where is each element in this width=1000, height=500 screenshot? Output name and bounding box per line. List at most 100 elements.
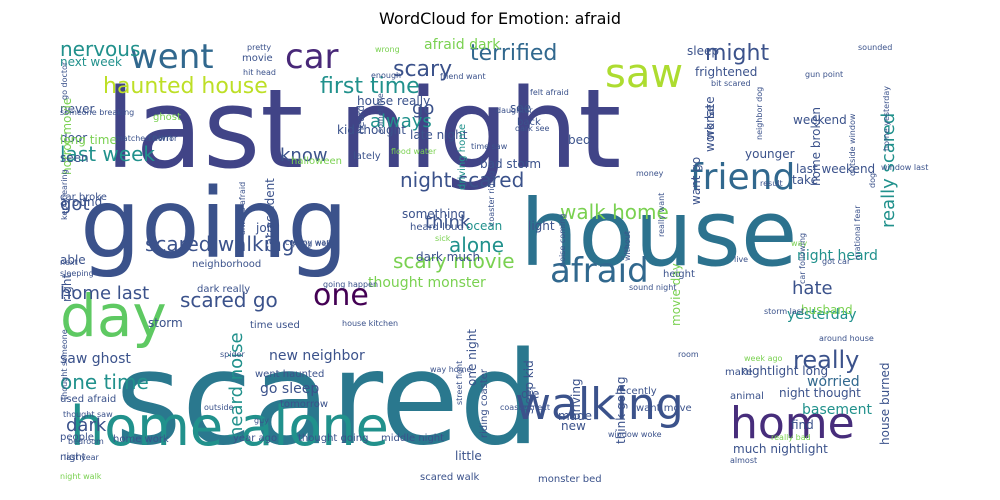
word-used-afraid: used afraid xyxy=(60,394,116,405)
word-worse: worse xyxy=(703,104,717,140)
word-never: never xyxy=(60,102,94,116)
word-go-sleep: go sleep xyxy=(260,381,319,397)
word-door: door xyxy=(60,131,87,145)
word-husband: husband xyxy=(801,303,853,317)
word-home: home xyxy=(730,398,855,449)
word-really-want: really want xyxy=(657,193,666,237)
word-last-night: last night xyxy=(105,65,621,193)
word-bad-storm: bad storm xyxy=(480,157,541,171)
word-right: right xyxy=(60,274,74,302)
word-friend-want: friend want xyxy=(440,72,486,81)
word-people: people xyxy=(60,432,94,443)
word-think-going: think going xyxy=(614,376,628,444)
word-afraid-dark: afraid dark xyxy=(424,37,501,53)
word-heard-loud: heard loud xyxy=(410,222,464,233)
word-first-time: first time xyxy=(320,74,420,99)
word-seen: seen xyxy=(60,151,89,165)
word-sleep: sleep xyxy=(687,44,719,58)
word-nightlight-long: nightlight long xyxy=(741,364,828,378)
word-room: room xyxy=(678,350,699,359)
word-noise-coming: noise coming xyxy=(558,214,567,267)
word-take: take xyxy=(792,173,818,187)
word-saw: saw xyxy=(605,51,683,97)
word-yesterday: yesterday xyxy=(787,307,857,323)
word-basement: basement xyxy=(802,402,872,418)
word-terrified: terrified xyxy=(470,41,557,66)
word-bedroom: bedroom xyxy=(68,437,104,446)
word-felt-afraid: felt afraid xyxy=(530,88,569,97)
word-scared: scared xyxy=(115,325,540,474)
word-storm: storm xyxy=(148,316,183,330)
word-always-afraid: always afraid xyxy=(238,182,247,235)
word-dark-much: dark much xyxy=(416,250,480,264)
word-town: town xyxy=(148,133,173,144)
word-window-last: window last xyxy=(881,163,928,172)
word-job: job xyxy=(255,221,274,235)
word-weekend: weekend xyxy=(793,113,847,127)
word-went-haunted: went haunted xyxy=(255,369,324,380)
word-flood-water: flood water xyxy=(391,147,437,156)
word-hit-head: hit head xyxy=(243,68,276,77)
word-night-walk: night walk xyxy=(60,472,102,481)
word-scary-movie: scary movie xyxy=(393,249,515,273)
word-saw-ghost: saw ghost xyxy=(60,351,131,367)
word-know: know xyxy=(280,145,328,166)
word-dark: dark xyxy=(66,415,107,436)
word-movie-day: movie day xyxy=(669,263,683,326)
word-scary: scary xyxy=(393,57,452,82)
word-coaster-next: coaster next xyxy=(500,403,550,412)
word-able: able xyxy=(60,253,86,267)
word-live: live xyxy=(734,255,748,264)
word-made: made xyxy=(558,409,592,423)
word-last-week: last week xyxy=(60,142,155,166)
word-back: back xyxy=(517,117,541,128)
word-went: went xyxy=(130,37,214,77)
word-next: next xyxy=(60,258,78,267)
word-car-broke: car broke xyxy=(60,192,107,203)
word-got: got xyxy=(60,194,90,215)
word-little: little xyxy=(455,449,482,463)
chart-title: WordCloud for Emotion: afraid xyxy=(378,9,622,28)
word-home-yesterday: home yesterday xyxy=(882,86,891,151)
word-sound-night: sound night xyxy=(629,283,676,292)
word-lately: lately xyxy=(353,151,381,162)
word-kid-thought: kid thought xyxy=(337,123,406,137)
word-daughter: daughter xyxy=(496,106,533,115)
word-driving-home: driving home xyxy=(457,124,468,190)
word-bit-scared: bit scared xyxy=(711,79,751,88)
word-scared-walking: scared walking xyxy=(145,232,295,256)
word-neighbor-dog: neighbor dog xyxy=(755,87,764,140)
word-guy: guy xyxy=(254,416,269,425)
word-really-bad: really bad xyxy=(771,433,811,442)
word-want-move: want move xyxy=(636,403,692,414)
word-wrong: wrong xyxy=(375,45,400,54)
word-enough: enough xyxy=(371,71,401,80)
word-monster-bed: monster bed xyxy=(538,474,602,485)
word-one: one xyxy=(313,278,369,313)
word-sometime: sometime xyxy=(376,93,385,133)
word-car-accident: car accident xyxy=(263,178,277,252)
word-home-last: home last xyxy=(60,283,149,304)
word-night-thought: night thought xyxy=(779,386,861,400)
word-money: money xyxy=(636,169,664,178)
word-week-ago: week ago xyxy=(744,354,783,363)
word-going-well: going well xyxy=(290,239,331,248)
word-way-home: way home xyxy=(430,365,471,374)
word-year-ago: year ago xyxy=(233,433,277,444)
word-want-go: want go xyxy=(689,157,703,205)
word-movie: movie xyxy=(242,53,273,64)
word-make: make xyxy=(725,367,752,378)
word-younger: younger xyxy=(745,147,795,161)
word-thought-someone: thought someone xyxy=(60,329,69,400)
word-die: die xyxy=(521,387,539,401)
word-around: around xyxy=(60,195,102,209)
word-dark-see: dark see xyxy=(515,124,550,133)
word-heard: heard xyxy=(356,105,367,134)
word-one-night: one night xyxy=(465,329,479,386)
word-irrational-fear: irrational fear xyxy=(853,205,862,260)
word-spider: spider xyxy=(220,350,245,359)
word-go: go xyxy=(412,98,434,119)
word-night-heard: night heard xyxy=(797,248,878,264)
word-bed: bed xyxy=(568,133,591,147)
